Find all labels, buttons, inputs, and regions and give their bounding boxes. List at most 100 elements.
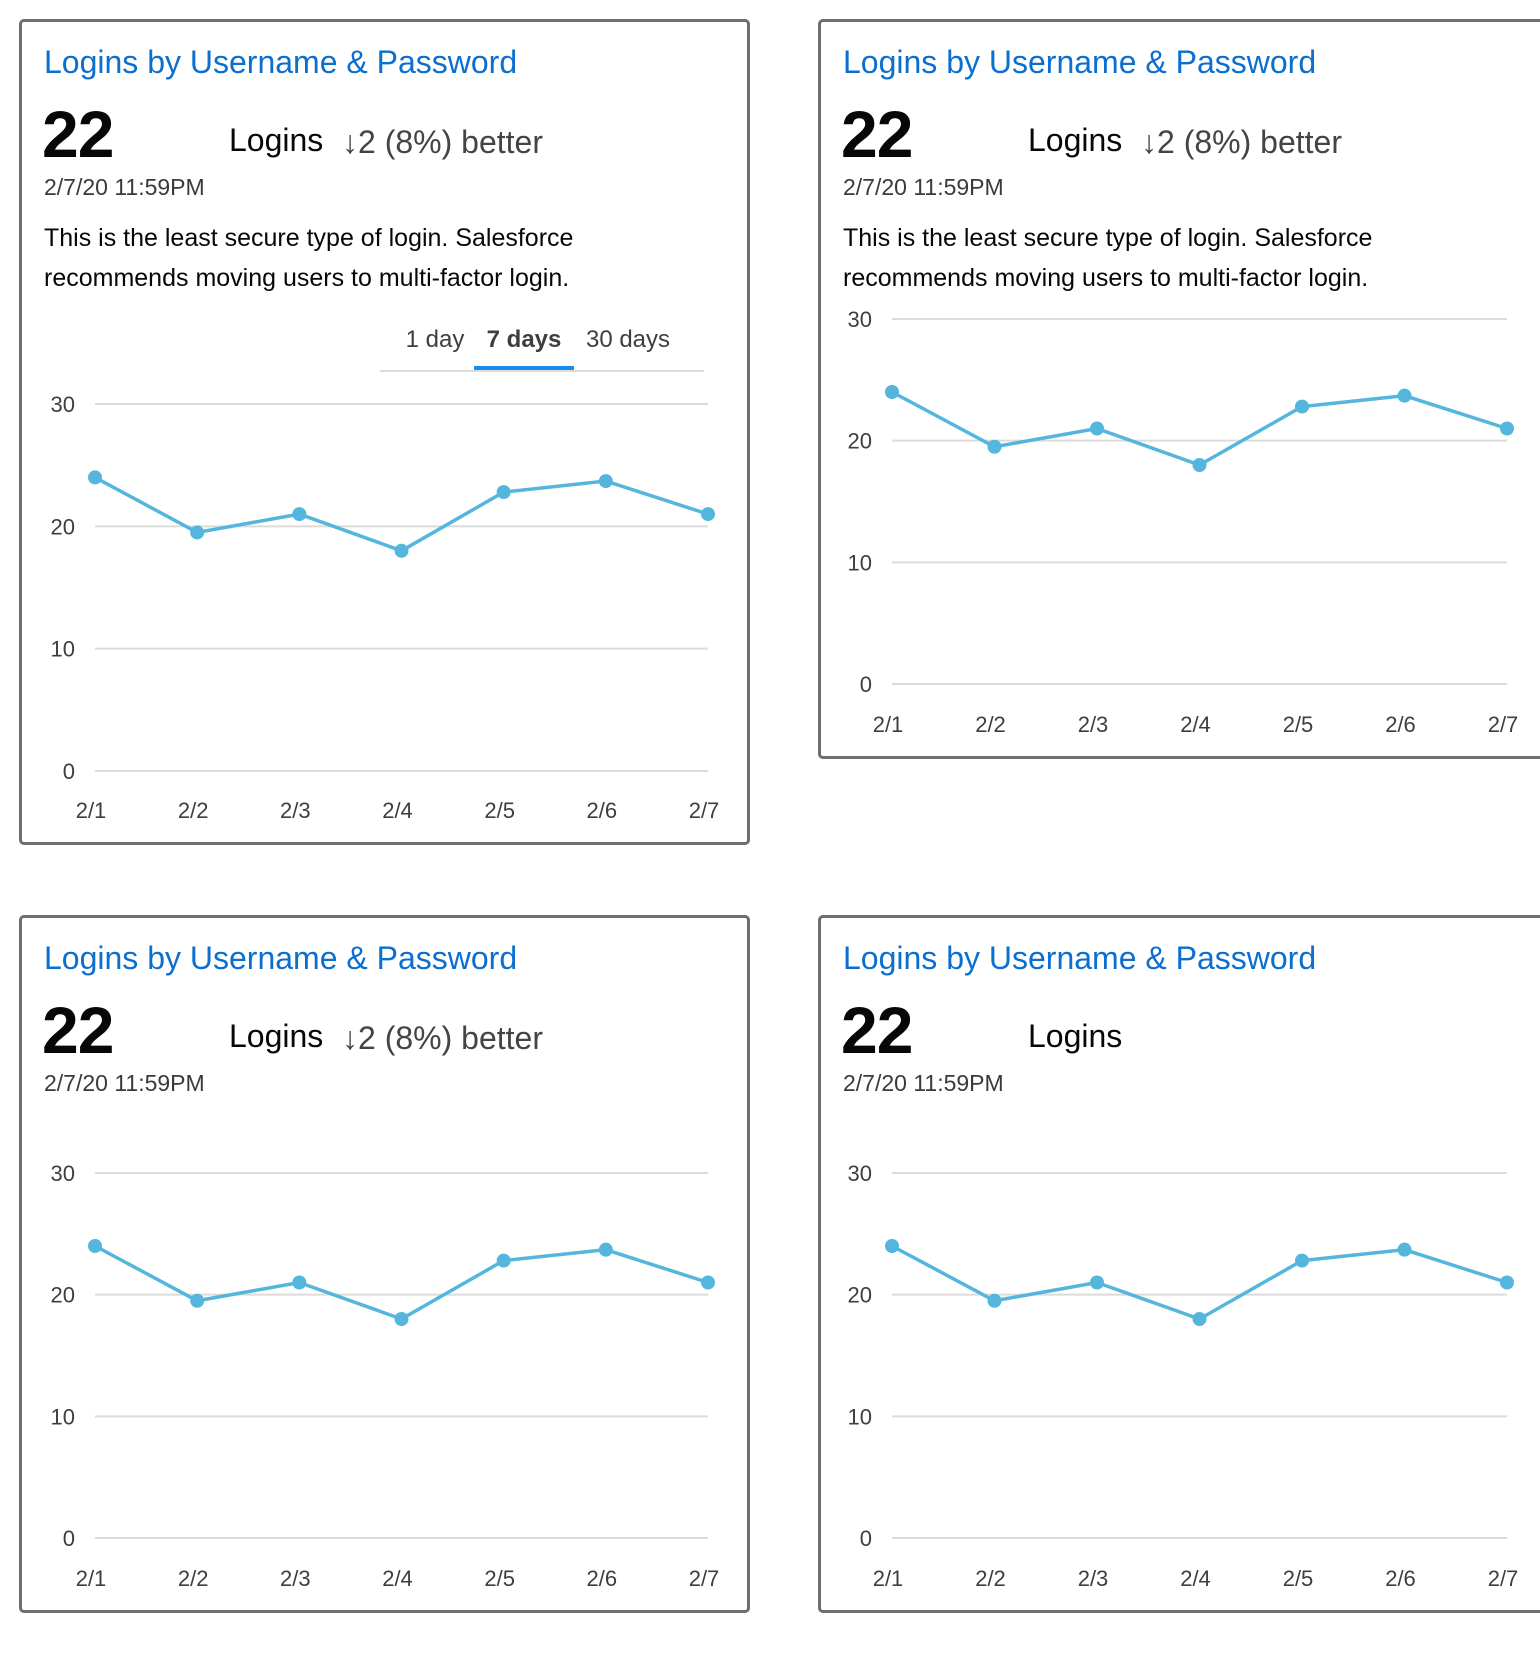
data-point	[88, 470, 102, 485]
y-tick-label: 10	[51, 637, 75, 662]
x-tick-label: 2/7	[1488, 1566, 1519, 1591]
x-tick-label: 2/4	[382, 798, 413, 823]
x-tick-label: 2/5	[484, 1566, 515, 1591]
metric-value: 22	[841, 993, 913, 1067]
metric-date: 2/7/20 11:59PM	[44, 1070, 205, 1096]
x-tick-label: 2/1	[873, 712, 904, 737]
x-tick-label: 2/6	[1385, 1566, 1416, 1591]
metric-card: Logins by Username & Password 22 Logins ↓2 …	[19, 915, 750, 1613]
y-tick-label: 10	[848, 550, 872, 575]
data-point	[1090, 421, 1104, 436]
data-point	[1090, 1275, 1104, 1290]
y-tick-label: 20	[51, 1283, 75, 1308]
y-tick-label: 0	[860, 1526, 872, 1551]
x-tick-label: 2/1	[76, 1566, 107, 1591]
data-point	[1192, 1312, 1207, 1326]
y-tick-label: 20	[848, 1283, 872, 1308]
x-tick-label: 2/6	[587, 1566, 618, 1591]
y-tick-label: 30	[848, 307, 872, 332]
metric-date: 2/7/20 11:59PM	[44, 174, 205, 200]
data-point	[394, 543, 409, 558]
metric-delta: ↓2 (8%) better	[1141, 124, 1342, 160]
time-range-tabs: 1 day 7 days 30 days	[380, 318, 704, 372]
data-point	[190, 525, 205, 540]
metric-description: This is the least secure type of login. …	[843, 224, 1373, 292]
x-tick-label: 2/3	[1078, 1566, 1109, 1591]
card-title-link[interactable]: Logins by Username & Password	[44, 940, 518, 976]
data-point	[190, 1293, 205, 1308]
data-point	[701, 507, 715, 522]
y-tick-label: 0	[63, 1526, 75, 1551]
metric-unit: Logins	[1028, 1018, 1123, 1054]
x-tick-label: 2/2	[178, 798, 209, 823]
y-tick-label: 20	[848, 429, 872, 454]
data-point	[1500, 1275, 1514, 1290]
card-title-link[interactable]: Logins by Username & Password	[843, 940, 1317, 976]
series-line	[891, 390, 1508, 467]
x-tick-label: 2/7	[689, 798, 720, 823]
x-tick-label: 2/5	[1283, 1566, 1314, 1591]
metric-card: Logins by Username & Password 22 Logins ↓2 …	[818, 19, 1540, 759]
line-chart: 0 10 20 30 2/1 2/2 2/3 2/4 2/5 2/6 2/7	[51, 392, 720, 823]
line-chart: 0 10 20 30 2/1 2/2 2/3 2/4 2/5 2/6 2/7	[848, 307, 1519, 737]
data-point	[496, 1253, 511, 1268]
metric-value: 22	[42, 993, 114, 1067]
y-tick-label: 10	[51, 1404, 75, 1429]
x-tick-label: 2/6	[587, 798, 618, 823]
metric-date: 2/7/20 11:59PM	[843, 174, 1004, 200]
tab-30-days[interactable]: 30 days	[585, 326, 671, 353]
data-point	[701, 1275, 715, 1290]
card-title-link[interactable]: Logins by Username & Password	[44, 44, 518, 80]
y-tick-label: 30	[51, 392, 75, 417]
series-line	[94, 1244, 709, 1321]
x-tick-label: 2/2	[178, 1566, 209, 1591]
x-tick-label: 2/1	[873, 1566, 904, 1591]
data-point	[987, 439, 1002, 454]
x-tick-label: 2/4	[382, 1566, 413, 1591]
metric-delta: ↓2 (8%) better	[342, 124, 543, 160]
data-point	[598, 1242, 613, 1257]
data-point	[292, 1275, 307, 1290]
x-tick-label: 2/3	[1078, 712, 1109, 737]
data-point	[1192, 458, 1207, 472]
x-tick-label: 2/5	[484, 798, 515, 823]
metric-unit: Logins	[1028, 122, 1123, 158]
metric-description: This is the least secure type of login. …	[44, 224, 574, 292]
y-tick-label: 10	[848, 1404, 872, 1429]
data-point	[1397, 388, 1412, 403]
data-point	[885, 385, 899, 399]
data-point	[885, 1239, 899, 1253]
data-point	[1295, 1253, 1309, 1268]
data-point	[1500, 421, 1514, 436]
metric-unit: Logins	[229, 122, 324, 158]
data-point	[1295, 399, 1309, 414]
x-tick-label: 2/3	[280, 1566, 311, 1591]
tab-7-days[interactable]: 7 days	[474, 318, 574, 370]
y-tick-label: 20	[51, 514, 75, 539]
x-tick-label: 2/6	[1385, 712, 1416, 737]
data-point	[292, 507, 307, 522]
tab-1-day[interactable]: 1 day	[405, 326, 465, 353]
card-title-link[interactable]: Logins by Username & Password	[843, 44, 1317, 80]
x-tick-label: 2/4	[1180, 1566, 1211, 1591]
y-tick-label: 0	[63, 759, 75, 784]
x-tick-label: 2/1	[76, 798, 107, 823]
metric-card: Logins by Username & Password 22 Logins 2/7…	[818, 915, 1540, 1613]
data-point	[1397, 1242, 1412, 1257]
x-tick-label: 2/2	[975, 1566, 1006, 1591]
line-chart: 0 10 20 30 2/1 2/2 2/3 2/4 2/5 2/6 2/7	[51, 1161, 720, 1591]
x-tick-label: 2/7	[689, 1566, 720, 1591]
metric-value: 22	[841, 97, 913, 171]
y-tick-label: 30	[51, 1161, 75, 1186]
x-tick-label: 2/2	[975, 712, 1006, 737]
data-point	[496, 485, 511, 500]
line-chart: 0 10 20 30 2/1 2/2 2/3 2/4 2/5 2/6 2/7	[848, 1161, 1519, 1591]
y-tick-label: 0	[860, 672, 872, 697]
data-point	[394, 1312, 409, 1326]
x-tick-label: 2/7	[1488, 712, 1519, 737]
metric-date: 2/7/20 11:59PM	[843, 1070, 1004, 1096]
x-tick-label: 2/4	[1180, 712, 1211, 737]
metric-unit: Logins	[229, 1018, 324, 1054]
x-tick-label: 2/3	[280, 798, 311, 823]
data-point	[88, 1239, 102, 1253]
